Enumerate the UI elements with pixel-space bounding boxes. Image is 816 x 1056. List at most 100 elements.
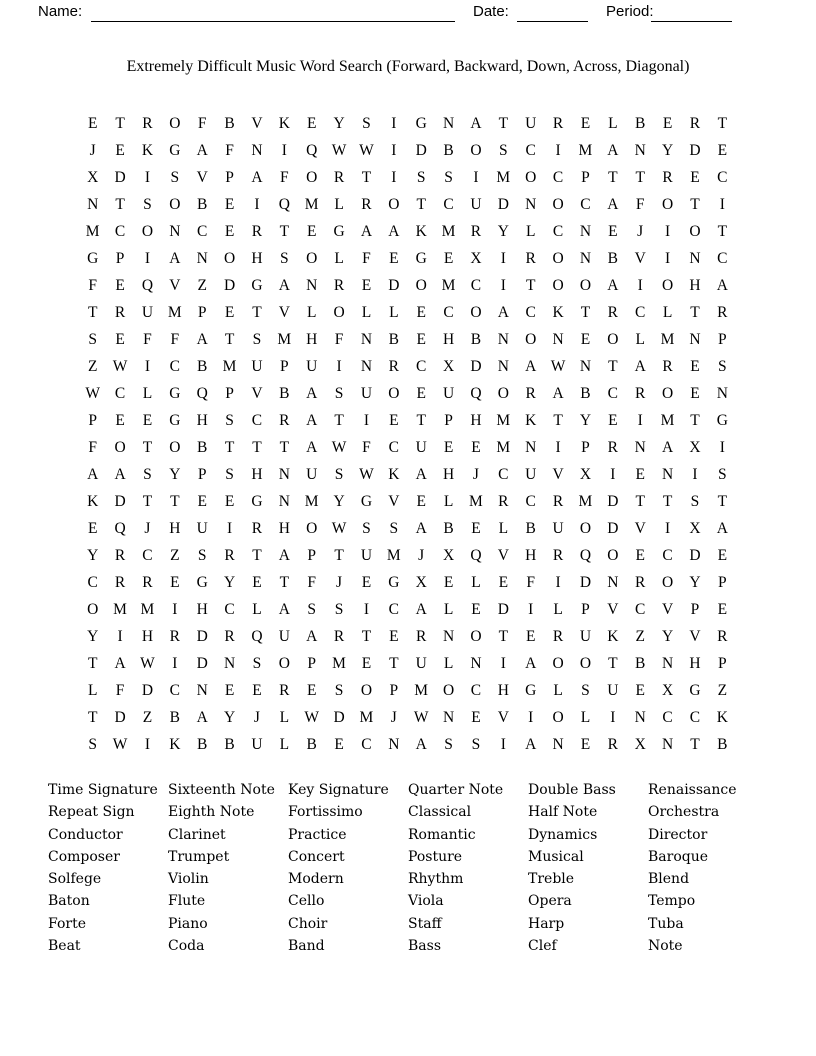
grid-letter: L [389, 303, 399, 321]
grid-letter: A [525, 735, 537, 753]
grid-letter: L [361, 303, 372, 321]
grid-letter: C [689, 708, 701, 726]
word-list-item: Viola [408, 893, 444, 910]
grid-letter: U [278, 627, 290, 645]
grid-letter: Z [717, 681, 728, 699]
grid-letter: N [223, 654, 236, 672]
grid-letter: S [334, 384, 344, 402]
grid-letter: O [141, 222, 154, 240]
grid-letter: E [142, 411, 153, 429]
grid-letter: S [225, 411, 234, 429]
grid-letter: M [496, 411, 511, 429]
grid-letter: E [389, 411, 399, 429]
name-blank-line[interactable] [91, 4, 455, 22]
grid-letter: N [442, 708, 455, 726]
grid-letter: E [717, 546, 728, 564]
grid-letter: W [304, 708, 319, 726]
grid-letter: X [661, 681, 674, 699]
grid-letter: O [169, 438, 181, 456]
grid-letter: T [717, 222, 728, 240]
word-list-item: Time Signature [48, 782, 158, 798]
grid-letter: Y [87, 546, 99, 564]
grid-letter: M [441, 276, 456, 294]
word-list-item: Repeat Sign [48, 804, 135, 821]
grid-letter: D [689, 141, 701, 159]
grid-letter: N [360, 330, 373, 348]
grid-letter: N [525, 195, 537, 213]
grid-letter: L [334, 195, 344, 213]
grid-letter: M [469, 492, 483, 510]
grid-letter: A [525, 357, 537, 375]
grid-letter: T [498, 627, 509, 645]
grid-letter: M [85, 222, 100, 240]
grid-letter: R [607, 735, 618, 753]
grid-letter: T [361, 627, 372, 645]
grid-letter: U [415, 438, 427, 456]
grid-letter: X [87, 168, 99, 186]
grid-letter: N [87, 195, 99, 213]
grid-letter: S [718, 357, 727, 375]
grid-letter: Y [661, 627, 674, 645]
period-blank-line[interactable] [651, 4, 732, 22]
word-list-item: Baroque [648, 848, 709, 865]
grid-letter: L [279, 735, 290, 753]
grid-letter: A [114, 654, 126, 672]
grid-letter: S [334, 681, 344, 699]
grid-letter: A [278, 600, 290, 618]
word-list-item: Choir [288, 915, 328, 932]
grid-letter: R [717, 303, 728, 321]
grid-letter: P [307, 546, 316, 564]
grid-letter: P [225, 168, 234, 186]
word-list-item: Harp [528, 915, 565, 932]
grid-letter: W [85, 384, 100, 402]
grid-letter: I [226, 519, 233, 537]
grid-letter: R [552, 492, 564, 510]
grid-letter: S [225, 465, 234, 483]
grid-letter: K [141, 141, 154, 159]
grid-letter: L [279, 708, 290, 726]
grid-letter: R [525, 384, 536, 402]
grid-letter: O [470, 141, 482, 159]
word-list-item: Sixteenth Note [168, 782, 275, 798]
grid-letter: R [114, 546, 126, 564]
grid-letter: M [140, 600, 155, 618]
grid-letter: S [444, 735, 453, 753]
grid-letter: R [662, 168, 673, 186]
grid-letter: S [143, 195, 152, 213]
grid-letter: K [87, 492, 99, 510]
grid-letter: L [525, 222, 536, 240]
grid-letter: B [635, 654, 646, 672]
grid-letter: O [388, 195, 400, 213]
grid-letter: E [361, 573, 372, 591]
word-list-item: Dynamics [528, 826, 598, 843]
grid-letter: F [362, 438, 371, 456]
grid-letter: Y [333, 492, 345, 510]
grid-letter: H [141, 627, 154, 645]
grid-letter: B [197, 357, 208, 375]
grid-letter: X [442, 546, 455, 564]
grid-letter: C [114, 384, 126, 402]
grid-letter: U [196, 519, 208, 537]
date-blank-line[interactable] [517, 4, 588, 22]
grid-letter: I [117, 627, 123, 645]
word-list-item: Opera [528, 893, 572, 910]
grid-letter: M [660, 411, 675, 429]
grid-letter: W [359, 141, 374, 159]
grid-letter: S [581, 681, 590, 699]
grid-letter: N [689, 249, 701, 267]
grid-letter: C [580, 195, 591, 213]
grid-letter: S [307, 600, 316, 618]
grid-letter: G [87, 249, 99, 267]
grid-letter: X [689, 438, 701, 456]
grid-letter: N [525, 438, 537, 456]
grid-letter: R [224, 546, 235, 564]
grid-letter: Y [689, 573, 701, 591]
grid-letter: O [169, 195, 181, 213]
grid-letter: T [635, 492, 645, 510]
grid-letter: N [634, 708, 646, 726]
grid-letter: E [690, 384, 700, 402]
grid-letter: U [607, 681, 619, 699]
grid-letter: S [471, 735, 481, 753]
grid-letter: O [661, 384, 674, 402]
grid-letter: E [252, 681, 262, 699]
